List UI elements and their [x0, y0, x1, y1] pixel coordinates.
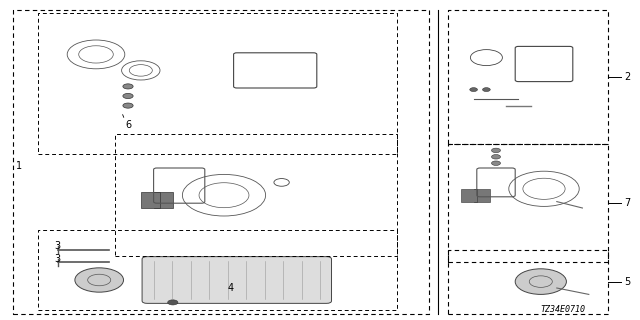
- Circle shape: [483, 88, 490, 92]
- Bar: [461, 189, 477, 202]
- Circle shape: [492, 155, 500, 159]
- Text: 6: 6: [125, 120, 131, 130]
- Text: 7: 7: [624, 198, 630, 208]
- Bar: [154, 192, 173, 208]
- Circle shape: [75, 268, 124, 292]
- Text: 3: 3: [54, 254, 61, 264]
- Text: 2: 2: [624, 72, 630, 82]
- Text: TZ34E0710: TZ34E0710: [541, 305, 586, 314]
- Bar: [141, 192, 160, 208]
- Text: 4: 4: [227, 283, 234, 293]
- Text: 3: 3: [54, 241, 61, 252]
- Circle shape: [123, 93, 133, 99]
- Circle shape: [515, 269, 566, 294]
- Circle shape: [492, 161, 500, 165]
- Text: 1: 1: [16, 161, 22, 172]
- Circle shape: [168, 300, 178, 305]
- Circle shape: [492, 148, 500, 153]
- Text: 5: 5: [624, 276, 630, 287]
- Circle shape: [123, 103, 133, 108]
- Circle shape: [123, 84, 133, 89]
- Circle shape: [470, 88, 477, 92]
- FancyBboxPatch shape: [142, 257, 332, 303]
- Bar: [474, 189, 490, 202]
